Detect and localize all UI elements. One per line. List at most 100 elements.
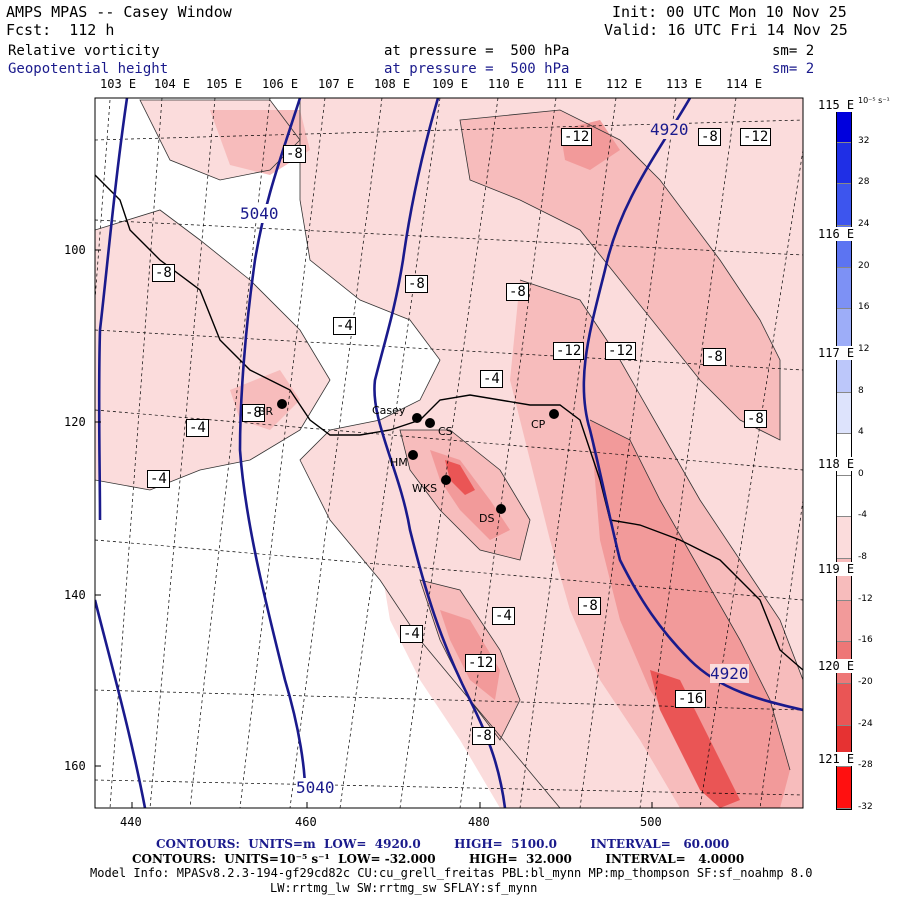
height-label-4920-b: 4920: [710, 664, 749, 683]
colorbar-unit: 10⁻⁵ s⁻¹: [858, 96, 890, 105]
colorbar-tick-label: 8: [858, 385, 864, 396]
colorbar-tick-label: 32: [858, 135, 870, 146]
lon-label-108: 108 E: [374, 77, 411, 91]
station-label: CP: [531, 418, 546, 431]
station-marker: [441, 475, 451, 485]
vort-label: -4: [480, 370, 503, 388]
vort-label: -8: [578, 597, 601, 615]
colorbar-tick-label: -16: [858, 635, 873, 646]
vort-label: -4: [147, 470, 170, 488]
station-marker: [549, 409, 559, 419]
footer-height-contours: CONTOURS: UNITS=m LOW= 4920.0 HIGH= 5100…: [156, 837, 730, 851]
vorticity-fill-max: [445, 460, 740, 808]
vort-label: -8: [703, 348, 726, 366]
footer-vort-contours: CONTOURS: UNITS=10⁻⁵ s⁻¹ LOW= -32.000 HI…: [132, 852, 745, 866]
station-label: HM: [390, 456, 408, 469]
field2-smoothing: sm= 2: [772, 61, 815, 77]
footer-physics: LW:rrtmg_lw SW:rrtmg_sw SFLAY:sf_mynn: [270, 881, 538, 895]
colorbar-tick-label: 20: [858, 260, 870, 271]
colorbar-segment: [837, 475, 851, 518]
station-marker: [408, 450, 418, 460]
colorbar-tick-label: 16: [858, 302, 870, 313]
right-lat-119: 119 E: [818, 562, 855, 576]
colorbar: [836, 100, 852, 810]
forecast-hour: Fcst: 112 h: [6, 21, 115, 39]
colorbar-tick-label: -24: [858, 718, 873, 729]
right-lat-115: 115 E: [818, 98, 855, 112]
station-label: DS: [479, 512, 495, 525]
vort-label: -12: [605, 342, 637, 360]
vort-label: -4: [333, 317, 356, 335]
vort-label: -12: [740, 128, 772, 146]
colorbar-tick-label: -32: [858, 802, 873, 812]
field2-name: Geopotential height: [8, 61, 169, 77]
colorbar-segment: [837, 684, 851, 726]
field1-name: Relative vorticity: [8, 43, 160, 59]
x-tick-480: 480: [468, 815, 490, 829]
station-marker: [412, 413, 422, 423]
right-lat-116: 116 E: [818, 227, 855, 241]
vorticity-contours: [95, 98, 803, 808]
vort-label: -12: [465, 654, 497, 672]
vort-label: -8: [698, 128, 721, 146]
vort-label: -8: [242, 404, 265, 422]
colorbar-segment: [837, 267, 851, 310]
colorbar-tick-label: -8: [858, 552, 867, 563]
coastline: [95, 174, 803, 671]
field1-smoothing: sm= 2: [772, 43, 815, 59]
colorbar-tick-label: -12: [858, 593, 873, 604]
colorbar-tick-label: 28: [858, 177, 870, 188]
station-marker: [277, 399, 287, 409]
y-tick-120: 120: [64, 415, 86, 429]
y-tick-140: 140: [64, 588, 86, 602]
station-label: WKS: [412, 482, 438, 495]
lon-label-106: 106 E: [262, 77, 299, 91]
colorbar-segment: [837, 309, 851, 351]
vort-label: -12: [553, 342, 585, 360]
station-label: CS: [438, 425, 453, 438]
y-tick-100: 100: [64, 243, 86, 257]
height-label-5040-b: 5040: [296, 778, 335, 797]
colorbar-tick-label: 12: [858, 343, 870, 354]
lon-label-112: 112 E: [606, 77, 643, 91]
right-lat-121: 121 E: [818, 752, 855, 766]
colorbar-tick-label: -28: [858, 760, 873, 771]
lon-label-104: 104 E: [154, 77, 191, 91]
vort-label: -8: [744, 410, 767, 428]
field1-level: at pressure = 500 hPa: [384, 43, 570, 59]
init-time: Init: 00 UTC Mon 10 Nov 25: [612, 3, 847, 21]
colorbar-tick-label: -4: [858, 510, 867, 521]
vort-label: -12: [561, 128, 593, 146]
right-lat-120: 120 E: [818, 659, 855, 673]
station-label: Casey: [372, 404, 406, 417]
lon-label-113: 113 E: [666, 77, 703, 91]
vort-label: -4: [186, 419, 209, 437]
x-tick-460: 460: [295, 815, 317, 829]
right-lat-118: 118 E: [818, 457, 855, 471]
valid-time: Valid: 16 UTC Fri 14 Nov 25: [604, 21, 848, 39]
colorbar-segment: [837, 767, 851, 809]
colorbar-segment: [837, 184, 851, 226]
vort-label: -8: [152, 264, 175, 282]
lon-label-103: 103 E: [100, 77, 137, 91]
vort-label: -8: [506, 283, 529, 301]
colorbar-segment: [837, 392, 851, 435]
colorbar-tick-label: 4: [858, 427, 864, 438]
vort-label: -8: [283, 145, 306, 163]
vort-label: -4: [492, 607, 515, 625]
y-tick-160: 160: [64, 759, 86, 773]
right-lat-117: 117 E: [818, 346, 855, 360]
colorbar-tick-label: 0: [858, 468, 864, 479]
x-tick-500: 500: [640, 815, 662, 829]
lon-label-114: 114 E: [726, 77, 763, 91]
vort-label: -4: [400, 625, 423, 643]
colorbar-segment: [837, 600, 851, 643]
colorbar-segment: [837, 517, 851, 560]
colorbar-tick-label: 24: [858, 218, 870, 229]
lon-label-109: 109 E: [432, 77, 469, 91]
map-title: AMPS MPAS -- Casey Window: [6, 3, 232, 21]
height-label-5040-a: 5040: [240, 204, 279, 223]
lon-label-111: 111 E: [546, 77, 583, 91]
field2-level: at pressure = 500 hPa: [384, 61, 570, 77]
lon-label-110: 110 E: [488, 77, 525, 91]
